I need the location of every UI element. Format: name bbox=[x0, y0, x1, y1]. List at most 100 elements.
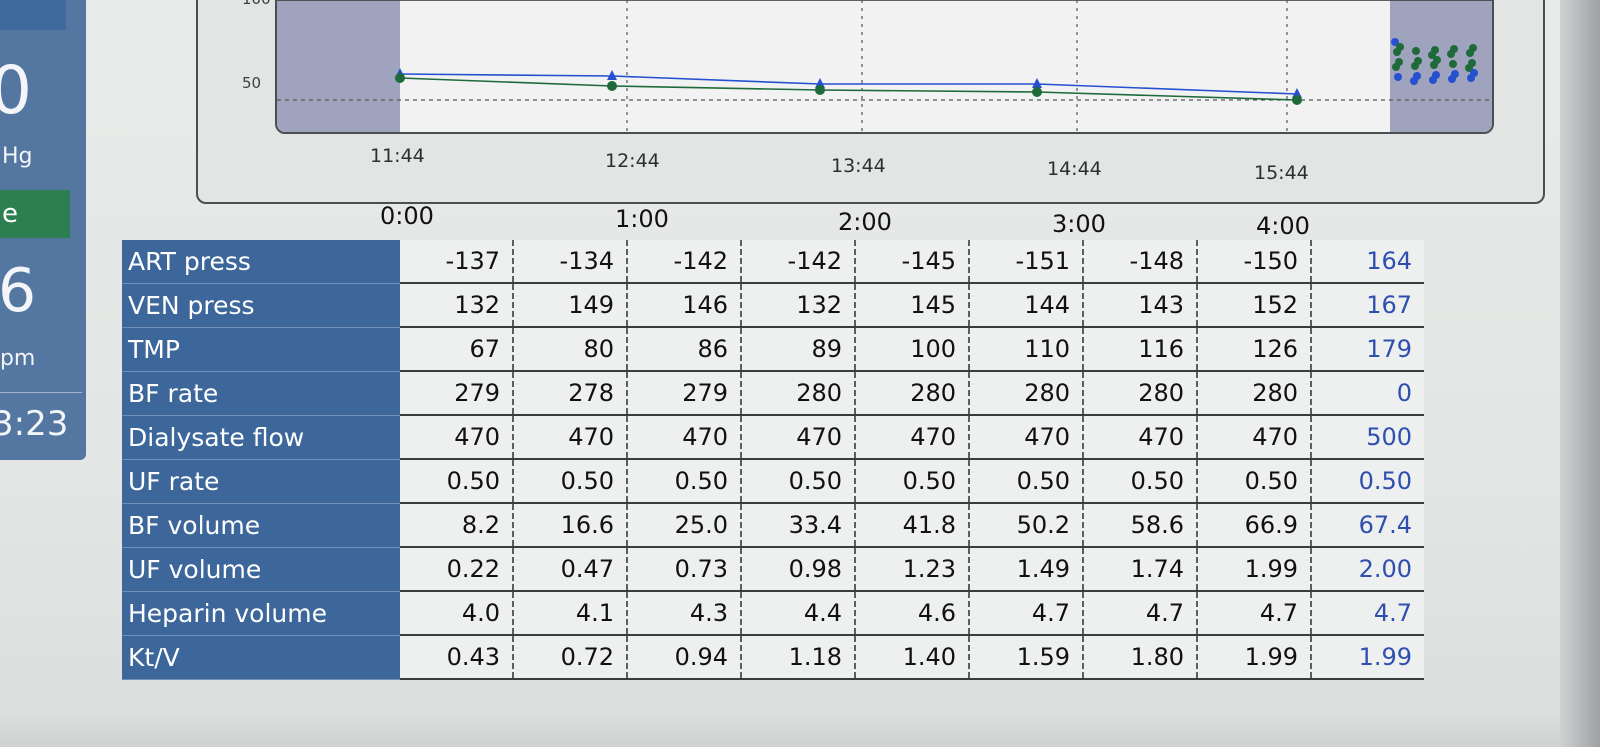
table-cell-current: 4.7 bbox=[1311, 591, 1424, 636]
table-cell: 67 bbox=[400, 327, 514, 372]
table-cell: 470 bbox=[513, 415, 628, 460]
side-status-badge[interactable]: e bbox=[0, 190, 70, 238]
trend-chart-svg bbox=[277, 0, 1492, 132]
table-cell: 470 bbox=[627, 415, 742, 460]
table-row: TMP 67 80 86 89 100 110 116 126 179 bbox=[122, 327, 1424, 372]
series-0-point bbox=[1292, 88, 1302, 98]
table-cell-current: 167 bbox=[1311, 283, 1424, 328]
recent-reading-point bbox=[1449, 60, 1457, 68]
table-cell-current: 2.00 bbox=[1311, 547, 1424, 592]
table-cell: 8.2 bbox=[400, 503, 514, 548]
table-cell: 4.0 bbox=[400, 591, 514, 636]
table-cell: 110 bbox=[969, 327, 1084, 372]
clock-label-1544: 15:44 bbox=[1254, 162, 1309, 184]
table-cell: 1.74 bbox=[1083, 547, 1198, 592]
table-cell: 470 bbox=[400, 415, 514, 460]
row-label: UF volume bbox=[122, 547, 400, 592]
table-cell-current: 67.4 bbox=[1311, 503, 1424, 548]
table-cell: 0.72 bbox=[513, 635, 628, 680]
side-value-mid: 6 bbox=[0, 256, 37, 326]
recent-reading-point bbox=[1432, 71, 1440, 79]
table-cell: 143 bbox=[1083, 283, 1198, 328]
recent-reading-point bbox=[1468, 59, 1476, 67]
recent-reading-point bbox=[1396, 43, 1404, 51]
series-1-point bbox=[815, 85, 825, 95]
table-cell: 132 bbox=[400, 283, 514, 328]
treatment-data-table: ART press -137 -134 -142 -142 -145 -151 -148 -15… bbox=[122, 240, 1424, 680]
table-cell: 4.4 bbox=[741, 591, 856, 636]
table-cell: 280 bbox=[741, 371, 856, 416]
table-row: Kt/V 0.43 0.72 0.94 1.18 1.40 1.59 1.80 1.99 1.99 bbox=[122, 635, 1424, 680]
table-cell: 145 bbox=[855, 283, 970, 328]
table-cell: 132 bbox=[741, 283, 856, 328]
table-cell: 4.7 bbox=[1083, 591, 1198, 636]
table-cell: 16.6 bbox=[513, 503, 628, 548]
recent-reading-point bbox=[1469, 44, 1477, 52]
table-cell: 4.3 bbox=[627, 591, 742, 636]
table-cell: 126 bbox=[1197, 327, 1312, 372]
side-panel-header bbox=[0, 0, 66, 30]
row-label: Heparin volume bbox=[122, 591, 400, 636]
recent-reading-point bbox=[1412, 47, 1420, 55]
table-cell: 1.49 bbox=[969, 547, 1084, 592]
table-cell: 152 bbox=[1197, 283, 1312, 328]
elapsed-label-1: 1:00 bbox=[615, 205, 669, 233]
table-row: BF rate 279 278 279 280 280 280 280 280 0 bbox=[122, 371, 1424, 416]
table-cell: 0.22 bbox=[400, 547, 514, 592]
chart-shaded-region-right bbox=[1390, 0, 1492, 132]
side-time: 3:23 bbox=[0, 404, 69, 444]
recent-reading-point bbox=[1413, 72, 1421, 80]
table-cell-current: 164 bbox=[1311, 240, 1424, 284]
row-label: ART press bbox=[122, 240, 400, 284]
row-label: UF rate bbox=[122, 459, 400, 504]
table-cell: 0.50 bbox=[627, 459, 742, 504]
table-row: UF rate 0.50 0.50 0.50 0.50 0.50 0.50 0.50 0.50 0… bbox=[122, 459, 1424, 504]
table-cell: 1.59 bbox=[969, 635, 1084, 680]
trend-chart-plot[interactable] bbox=[275, 0, 1494, 134]
clock-label-1344: 13:44 bbox=[831, 155, 886, 177]
side-unit-mid: ppm bbox=[0, 346, 36, 371]
table-cell: 280 bbox=[969, 371, 1084, 416]
row-label: VEN press bbox=[122, 283, 400, 328]
monitor-bezel bbox=[1560, 0, 1600, 747]
row-label: BF rate bbox=[122, 371, 400, 416]
table-cell: -134 bbox=[513, 240, 628, 284]
table-cell: 280 bbox=[1197, 371, 1312, 416]
clock-label-1144: 11:44 bbox=[370, 145, 425, 167]
side-divider bbox=[0, 392, 82, 393]
table-cell: 41.8 bbox=[855, 503, 970, 548]
table-cell: 66.9 bbox=[1197, 503, 1312, 548]
table-cell-current: 500 bbox=[1311, 415, 1424, 460]
table-cell: 0.98 bbox=[741, 547, 856, 592]
table-cell: 80 bbox=[513, 327, 628, 372]
side-unit-top: Hg bbox=[2, 144, 33, 169]
table-cell: 0.47 bbox=[513, 547, 628, 592]
table-cell: 1.99 bbox=[1197, 547, 1312, 592]
recent-reading-point bbox=[1451, 70, 1459, 78]
series-1-point bbox=[1292, 95, 1302, 105]
elapsed-label-3: 3:00 bbox=[1052, 210, 1106, 238]
table-cell: 0.50 bbox=[513, 459, 628, 504]
table-cell: 144 bbox=[969, 283, 1084, 328]
table-cell: 1.80 bbox=[1083, 635, 1198, 680]
table-cell-current: 0 bbox=[1311, 371, 1424, 416]
table-cell: -148 bbox=[1083, 240, 1198, 284]
table-cell: 470 bbox=[1197, 415, 1312, 460]
table-cell-current: 1.99 bbox=[1311, 635, 1424, 680]
table-cell: 0.50 bbox=[1083, 459, 1198, 504]
table-cell: 4.7 bbox=[1197, 591, 1312, 636]
row-label: BF volume bbox=[122, 503, 400, 548]
row-label: Kt/V bbox=[122, 635, 400, 680]
table-cell: 0.50 bbox=[741, 459, 856, 504]
elapsed-label-0: 0:00 bbox=[380, 202, 434, 230]
recent-reading-point bbox=[1391, 38, 1399, 46]
table-cell: 89 bbox=[741, 327, 856, 372]
recent-reading-point bbox=[1450, 45, 1458, 53]
table-cell: 146 bbox=[627, 283, 742, 328]
table-cell: -150 bbox=[1197, 240, 1312, 284]
table-cell: -145 bbox=[855, 240, 970, 284]
table-cell: 1.23 bbox=[855, 547, 970, 592]
table-cell: 280 bbox=[1083, 371, 1198, 416]
recent-reading-point bbox=[1470, 69, 1478, 77]
series-1-point bbox=[607, 81, 617, 91]
